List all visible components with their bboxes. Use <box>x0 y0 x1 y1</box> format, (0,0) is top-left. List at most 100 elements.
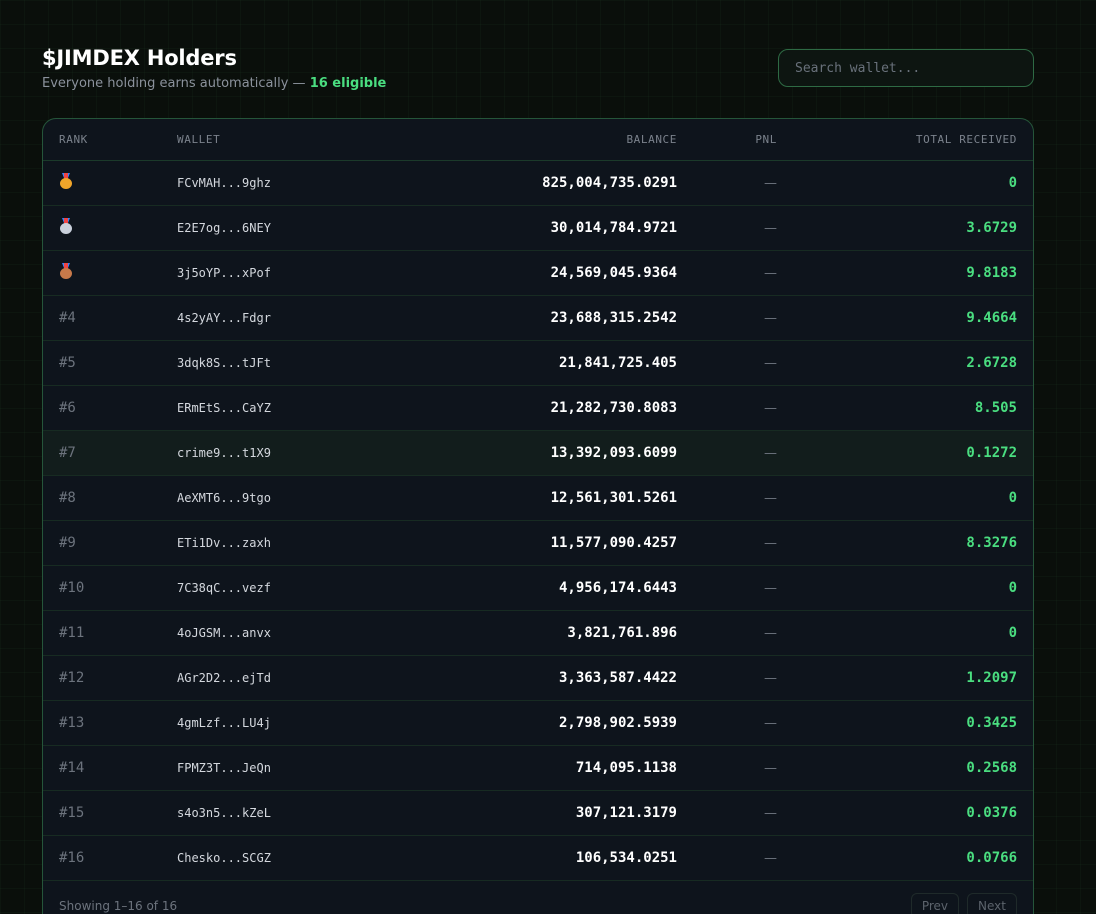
wallet-address[interactable]: FCvMAH...9ghz <box>177 176 271 190</box>
rank-cell: #9 <box>59 535 76 551</box>
wallet-address[interactable]: 4oJGSM...anvx <box>177 626 271 640</box>
table-row[interactable]: #13 4gmLzf...LU4j 2,798,902.5939 — 0.3425 <box>43 701 1033 746</box>
total-received-cell: 0.0376 <box>966 805 1017 821</box>
wallet-address[interactable]: s4o3n5...kZeL <box>177 806 271 820</box>
holders-table: RANK WALLET BALANCE PNL TOTAL RECEIVED F… <box>42 118 1034 914</box>
rank-cell: #12 <box>59 670 85 686</box>
balance-cell: 21,841,725.405 <box>558 355 677 371</box>
balance-cell: 714,095.1138 <box>575 760 677 776</box>
table-footer: Showing 1–16 of 16 Prev Next <box>43 881 1033 914</box>
rank-cell: #5 <box>59 355 76 371</box>
total-received-cell: 1.2097 <box>966 670 1017 686</box>
eligible-count: 16 eligible <box>309 76 387 91</box>
balance-cell: 23,688,315.2542 <box>550 310 677 326</box>
pnl-cell: — <box>764 805 777 821</box>
table-row[interactable]: #5 3dqk8S...tJFt 21,841,725.405 — 2.6728 <box>43 341 1033 386</box>
column-header-pnl[interactable]: PNL <box>755 133 777 146</box>
rank-cell <box>43 173 177 193</box>
wallet-address[interactable]: 4gmLzf...LU4j <box>177 716 271 730</box>
wallet-address[interactable]: ETi1Dv...zaxh <box>177 536 271 550</box>
table-row[interactable]: #14 FPMZ3T...JeQn 714,095.1138 — 0.2568 <box>43 746 1033 791</box>
wallet-address[interactable]: 4s2yAY...Fdgr <box>177 311 271 325</box>
table-row[interactable]: #16 Chesko...SCGZ 106,534.0251 — 0.0766 <box>43 836 1033 881</box>
column-header-total-received[interactable]: TOTAL RECEIVED <box>915 133 1017 146</box>
search-wallet-input[interactable] <box>778 49 1034 87</box>
page-subtitle: Everyone holding earns automatically — 1… <box>42 75 386 93</box>
balance-cell: 11,577,090.4257 <box>550 535 677 551</box>
wallet-address[interactable]: 7C38qC...vezf <box>177 581 271 595</box>
total-received-cell: 2.6728 <box>966 355 1017 371</box>
table-row[interactable]: #4 4s2yAY...Fdgr 23,688,315.2542 — 9.4664 <box>43 296 1033 341</box>
wallet-address[interactable]: AeXMT6...9tgo <box>177 491 271 505</box>
column-header-balance[interactable]: BALANCE <box>626 133 677 146</box>
balance-cell: 30,014,784.9721 <box>550 220 677 236</box>
balance-cell: 13,392,093.6099 <box>550 445 677 461</box>
pnl-cell: — <box>764 355 777 371</box>
gold-medal-icon <box>59 173 73 189</box>
rank-cell: #10 <box>59 580 85 596</box>
rank-cell <box>43 263 177 283</box>
table-row[interactable]: #15 s4o3n5...kZeL 307,121.3179 — 0.0376 <box>43 791 1033 836</box>
pnl-cell: — <box>764 535 777 551</box>
wallet-address[interactable]: Chesko...SCGZ <box>177 851 271 865</box>
wallet-address[interactable]: 3dqk8S...tJFt <box>177 356 271 370</box>
balance-cell: 21,282,730.8083 <box>550 400 677 416</box>
pnl-cell: — <box>764 760 777 776</box>
rank-cell: #15 <box>59 805 85 821</box>
total-received-cell: 0.0766 <box>966 850 1017 866</box>
total-received-cell: 3.6729 <box>966 220 1017 236</box>
pnl-cell: — <box>764 670 777 686</box>
balance-cell: 3,821,761.896 <box>567 625 677 641</box>
table-row[interactable]: #8 AeXMT6...9tgo 12,561,301.5261 — 0 <box>43 476 1033 521</box>
table-row[interactable]: #10 7C38qC...vezf 4,956,174.6443 — 0 <box>43 566 1033 611</box>
rank-cell <box>43 218 177 238</box>
total-received-cell: 0 <box>1008 490 1017 506</box>
table-row[interactable]: 3j5oYP...xPof 24,569,045.9364 — 9.8183 <box>43 251 1033 296</box>
total-received-cell: 0 <box>1008 625 1017 641</box>
pnl-cell: — <box>764 445 777 461</box>
table-row[interactable]: E2E7og...6NEY 30,014,784.9721 — 3.6729 <box>43 206 1033 251</box>
table-row[interactable]: #7 crime9...t1X9 13,392,093.6099 — 0.1272 <box>43 431 1033 476</box>
wallet-address[interactable]: AGr2D2...ejTd <box>177 671 271 685</box>
table-row[interactable]: FCvMAH...9ghz 825,004,735.0291 — 0 <box>43 161 1033 206</box>
wallet-address[interactable]: crime9...t1X9 <box>177 446 271 460</box>
wallet-address[interactable]: FPMZ3T...JeQn <box>177 761 271 775</box>
balance-cell: 12,561,301.5261 <box>550 490 677 506</box>
table-row[interactable]: #6 ERmEtS...CaYZ 21,282,730.8083 — 8.505 <box>43 386 1033 431</box>
page-title: $JIMDEX Holders <box>42 46 237 70</box>
silver-medal-icon <box>59 218 73 234</box>
wallet-address[interactable]: E2E7og...6NEY <box>177 221 271 235</box>
column-header-rank[interactable]: RANK <box>59 133 88 146</box>
total-received-cell: 9.4664 <box>966 310 1017 326</box>
table-header: RANK WALLET BALANCE PNL TOTAL RECEIVED <box>43 119 1033 161</box>
rank-cell: #11 <box>59 625 85 641</box>
total-received-cell: 0.3425 <box>966 715 1017 731</box>
prev-button[interactable]: Prev <box>910 893 960 914</box>
total-received-cell: 0 <box>1008 580 1017 596</box>
rank-cell: #4 <box>59 310 76 326</box>
total-received-cell: 8.505 <box>974 400 1017 416</box>
total-received-cell: 0.1272 <box>966 445 1017 461</box>
balance-cell: 307,121.3179 <box>575 805 677 821</box>
pagination: Prev Next <box>910 893 1017 914</box>
pnl-cell: — <box>764 580 777 596</box>
table-row[interactable]: #11 4oJGSM...anvx 3,821,761.896 — 0 <box>43 611 1033 656</box>
showing-count: Showing 1–16 of 16 <box>59 899 178 913</box>
pnl-cell: — <box>764 715 777 731</box>
balance-cell: 106,534.0251 <box>575 850 677 866</box>
wallet-address[interactable]: ERmEtS...CaYZ <box>177 401 271 415</box>
rank-cell: #13 <box>59 715 85 731</box>
total-received-cell: 8.3276 <box>966 535 1017 551</box>
table-body: FCvMAH...9ghz 825,004,735.0291 — 0 E2E7og...… <box>43 161 1033 881</box>
rank-cell: #8 <box>59 490 76 506</box>
column-header-wallet[interactable]: WALLET <box>177 133 221 146</box>
bronze-medal-icon <box>59 263 73 279</box>
total-received-cell: 0 <box>1008 175 1017 191</box>
next-button[interactable]: Next <box>967 893 1017 914</box>
total-received-cell: 0.2568 <box>966 760 1017 776</box>
wallet-address[interactable]: 3j5oYP...xPof <box>177 266 271 280</box>
table-row[interactable]: #12 AGr2D2...ejTd 3,363,587.4422 — 1.2097 <box>43 656 1033 701</box>
balance-cell: 24,569,045.9364 <box>550 265 677 281</box>
subtitle-text: Everyone holding earns automatically — <box>42 76 306 91</box>
table-row[interactable]: #9 ETi1Dv...zaxh 11,577,090.4257 — 8.3276 <box>43 521 1033 566</box>
